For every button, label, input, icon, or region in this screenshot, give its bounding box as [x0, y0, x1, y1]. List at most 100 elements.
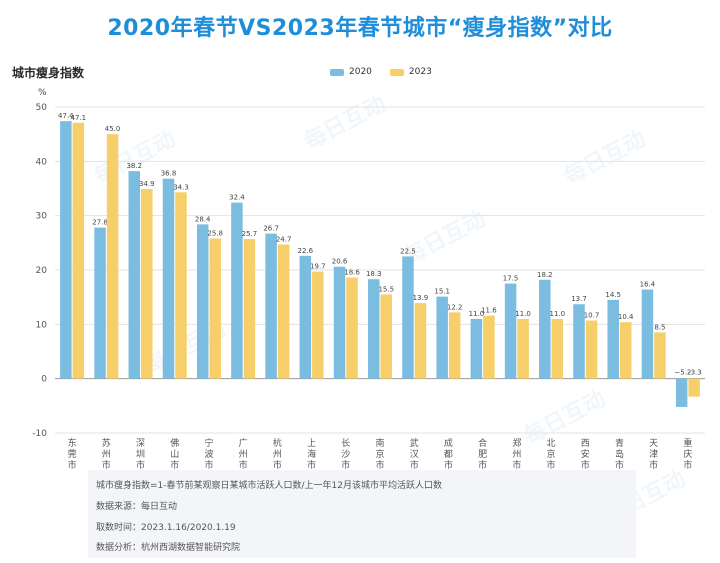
- bar-2023: [277, 244, 290, 379]
- bar-2023: [551, 318, 564, 379]
- category-label: 市: [170, 459, 179, 470]
- category-label: 庆: [683, 448, 692, 460]
- category-label: 市: [683, 459, 692, 470]
- category-label: 重: [683, 437, 692, 449]
- y-tick-label: 50: [36, 103, 48, 113]
- category-label: 市: [410, 459, 419, 470]
- data-label-2020: 47.4: [58, 112, 74, 120]
- data-label-2020: 13.7: [571, 295, 587, 303]
- category-label: 市: [307, 459, 316, 470]
- category-label: 武: [410, 437, 419, 449]
- data-label-2023: 47.1: [71, 114, 87, 122]
- category-label: 京: [547, 448, 556, 460]
- data-label-2023: 45.0: [105, 125, 121, 133]
- chart-title: 2020年春节VS2023年春节城市“瘦身指数”对比: [107, 16, 613, 41]
- data-label-2023: 24.7: [276, 235, 292, 243]
- bar-2023: [312, 271, 324, 379]
- category-label: 津: [649, 449, 658, 460]
- category-label: 郑: [512, 437, 521, 449]
- data-label-2020: 38.2: [126, 162, 142, 170]
- y-tick-label: 20: [36, 266, 48, 276]
- bar-2023: [414, 303, 427, 379]
- data-label-2020: 22.5: [400, 247, 416, 255]
- bar-2020: [299, 255, 312, 379]
- category-label: 合: [478, 437, 487, 449]
- category-label: 市: [478, 459, 487, 470]
- category-label: 广: [239, 437, 248, 449]
- bar-2023: [209, 238, 221, 379]
- category-label: 市: [68, 459, 77, 470]
- note-source: 数据来源：每日互动: [96, 502, 178, 512]
- category-label: 沙: [341, 449, 350, 460]
- notes-box: 城市瘦身指数=1-春节前某观察日某城市活跃人口数/上一年12月该城市平均活跃人口…: [88, 470, 636, 558]
- data-label-2020: 26.7: [263, 225, 279, 233]
- category-label: 市: [239, 459, 248, 470]
- bar-2020: [94, 227, 106, 379]
- data-label-2023: 11.6: [481, 307, 497, 315]
- y-axis-unit: %: [38, 88, 47, 98]
- data-label-2020: 22.6: [298, 247, 314, 255]
- category-label: 西: [581, 438, 590, 449]
- bar-2020: [368, 279, 380, 379]
- y-tick-label: 40: [36, 157, 48, 167]
- category-label: 市: [581, 459, 590, 470]
- data-label-2023: 18.6: [344, 269, 360, 277]
- category-label: 佛: [170, 437, 179, 449]
- category-label: 深: [136, 438, 145, 449]
- data-label-2023: 11.0: [515, 310, 531, 318]
- bar-2020: [231, 202, 243, 379]
- data-label-2023: 10.4: [618, 313, 634, 321]
- bar-2023: [106, 134, 119, 379]
- bar-2023: [619, 322, 632, 379]
- bar-2020: [128, 171, 141, 379]
- category-label: 市: [512, 459, 521, 470]
- bar-2023: [688, 378, 700, 397]
- bar-2020: [162, 178, 175, 379]
- category-label: 岛: [615, 448, 624, 460]
- category-label: 青: [615, 437, 624, 449]
- category-label: 市: [102, 459, 111, 470]
- category-label: 波: [204, 448, 213, 460]
- bar-2020: [333, 266, 346, 379]
- data-label-2023: 15.5: [378, 285, 394, 293]
- category-label: 南: [375, 437, 384, 449]
- data-label-2020: 28.4: [195, 215, 211, 223]
- data-label-2020: 17.5: [503, 275, 519, 283]
- data-label-2020: 16.4: [640, 281, 656, 289]
- data-label-2020: 36.8: [161, 170, 177, 178]
- bar-chart: 50 40 30 20 10 0 -10 47.447.1 东莞市 27.8 45.0 苏州市 38.2…: [32, 103, 705, 470]
- data-label-2023: 25.7: [242, 230, 258, 238]
- data-label-2023: 19.7: [310, 263, 326, 271]
- bar-2020: [402, 256, 414, 379]
- category-label: 安: [581, 448, 590, 460]
- bar-2023: [346, 277, 358, 379]
- bar-2023: [72, 122, 85, 379]
- category-label: 京: [375, 448, 384, 460]
- bar-2020: [265, 233, 277, 379]
- legend-label-2020: 2020: [349, 67, 372, 77]
- bar-2020: [436, 296, 448, 379]
- category-label: 市: [136, 459, 145, 470]
- category-label: 成: [444, 437, 453, 449]
- legend: 2020 2023: [330, 67, 432, 77]
- category-label: 市: [341, 459, 350, 470]
- data-label-2023: 34.9: [139, 180, 155, 188]
- category-label: 州: [512, 449, 521, 460]
- bar-2023: [243, 239, 256, 379]
- category-label: 苏: [102, 437, 111, 449]
- category-label: 海: [307, 448, 316, 460]
- category-label: 州: [273, 449, 282, 460]
- category-label: 市: [649, 459, 658, 470]
- category-label: 北: [547, 438, 556, 449]
- bar-2020: [573, 304, 585, 379]
- bar-2020: [60, 121, 72, 379]
- data-label-2020: 15.1: [434, 288, 450, 296]
- category-label: 肥: [478, 449, 487, 460]
- bar-2023: [585, 320, 598, 379]
- note-time: 取数时间：2023.1.16/2020.1.19: [96, 523, 236, 533]
- bar-2023: [483, 315, 495, 379]
- bar-2020: [539, 279, 551, 379]
- note-definition: 城市瘦身指数=1-春节前某观察日某城市活跃人口数/上一年12月该城市平均活跃人口…: [96, 481, 443, 491]
- bar-2020: [470, 318, 483, 379]
- legend-item-2020: 2020: [330, 67, 372, 77]
